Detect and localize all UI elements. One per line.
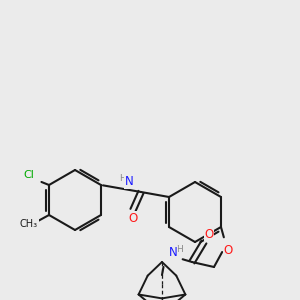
Text: N: N (169, 247, 177, 260)
Text: H: H (120, 174, 126, 183)
Text: O: O (204, 227, 214, 241)
Text: O: O (128, 212, 138, 224)
Text: N: N (124, 175, 134, 188)
Text: H: H (177, 244, 183, 253)
Text: CH₃: CH₃ (20, 219, 38, 229)
Text: Cl: Cl (24, 170, 34, 180)
Text: O: O (224, 244, 232, 256)
